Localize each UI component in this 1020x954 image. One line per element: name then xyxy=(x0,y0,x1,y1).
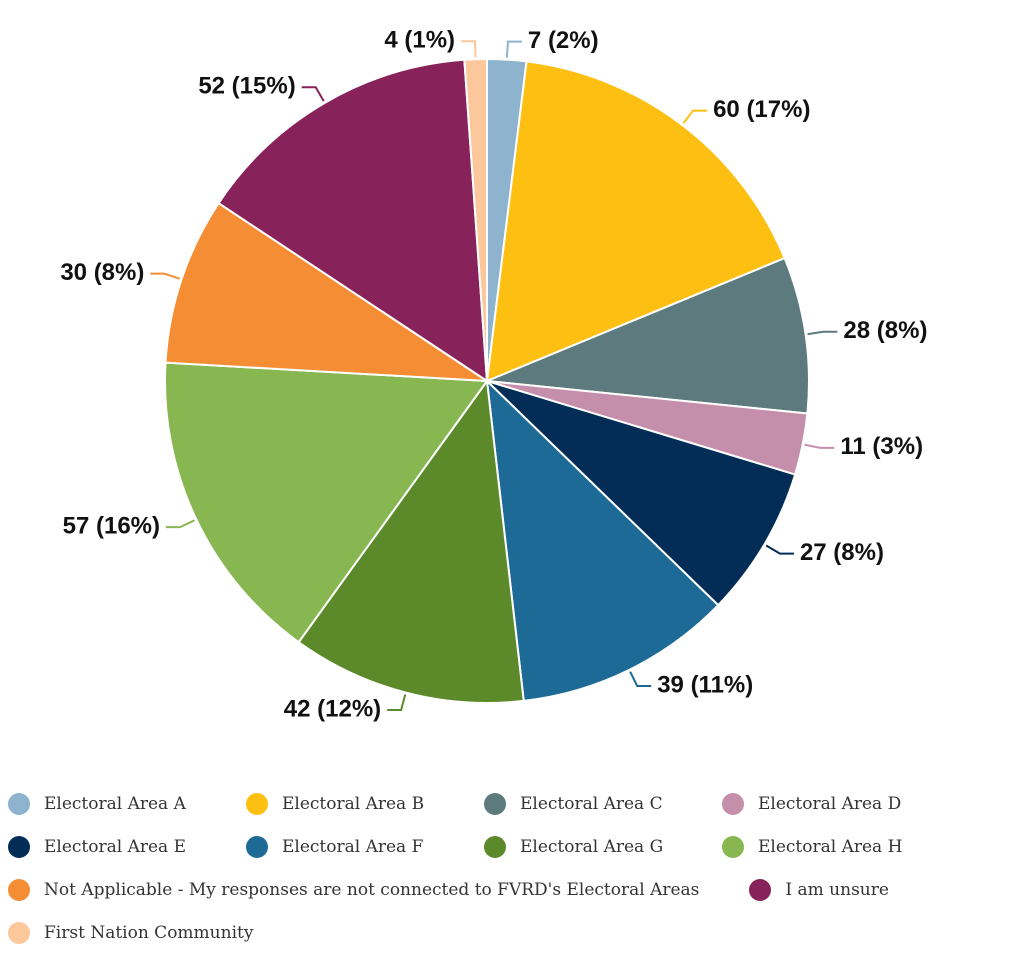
legend-label: Electoral Area A xyxy=(44,793,186,814)
data-label: 60 (17%) xyxy=(713,96,810,123)
pie-slice xyxy=(164,361,489,644)
legend-label: Electoral Area C xyxy=(520,793,663,814)
legend-label: I am unsure xyxy=(785,879,889,900)
legend-item[interactable]: Electoral Area F xyxy=(246,825,484,868)
leader-line xyxy=(765,544,794,555)
legend: Electoral Area A Electoral Area B Electora… xyxy=(8,782,1018,954)
legend-label: Electoral Area H xyxy=(758,836,903,857)
legend-label: Electoral Area E xyxy=(44,836,187,857)
leader-line xyxy=(301,86,325,102)
leader-line xyxy=(505,40,522,58)
legend-label: First Nation Community xyxy=(44,922,254,943)
leader-line xyxy=(166,519,195,529)
legend-label: Electoral Area B xyxy=(282,793,425,814)
pie-slice xyxy=(164,201,491,383)
legend-label: Electoral Area F xyxy=(282,836,424,857)
legend-item[interactable]: Electoral Area G xyxy=(484,825,722,868)
leader-line xyxy=(461,40,477,58)
legend-item[interactable]: I am unsure xyxy=(749,868,987,911)
pie-slice xyxy=(297,378,525,704)
legend-swatch xyxy=(722,792,744,815)
legend-swatch xyxy=(246,792,268,815)
legend-swatch xyxy=(8,921,30,944)
legend-item[interactable]: Electoral Area E xyxy=(8,825,246,868)
pie-slice xyxy=(485,60,786,383)
legend-label: Not Applicable - My responses are not co… xyxy=(44,879,700,900)
legend-swatch xyxy=(246,835,268,858)
data-label: 39 (11%) xyxy=(657,671,753,698)
legend-item[interactable]: Electoral Area D xyxy=(722,782,960,825)
leader-line xyxy=(387,694,407,711)
leader-line xyxy=(150,272,180,280)
legend-item[interactable]: Electoral Area B xyxy=(246,782,484,825)
pie-slice xyxy=(486,256,810,415)
pie-slice xyxy=(217,58,489,383)
pie-slice xyxy=(485,378,720,703)
pie-slice xyxy=(486,380,797,607)
legend-label: Electoral Area G xyxy=(520,836,664,857)
pie-slice xyxy=(463,57,488,382)
data-label: 42 (12%) xyxy=(284,695,381,722)
legend-item[interactable]: Not Applicable - My responses are not co… xyxy=(8,868,749,911)
leader-line xyxy=(682,109,708,124)
legend-swatch xyxy=(8,835,30,858)
legend-swatch xyxy=(484,792,506,815)
data-label: 52 (15%) xyxy=(198,73,295,100)
leader-line xyxy=(629,671,652,688)
data-label: 11 (3%) xyxy=(840,433,923,460)
legend-swatch xyxy=(8,878,30,901)
chart: 7 (2%) 60 (17%) 28 (8%) 11 (3%) 27 (8%) 39 (1… xyxy=(60,27,927,723)
legend-swatch xyxy=(722,835,744,858)
legend-item[interactable]: Electoral Area A xyxy=(8,782,246,825)
legend-swatch xyxy=(484,835,506,858)
data-label: 57 (16%) xyxy=(63,513,160,540)
data-label: 30 (8%) xyxy=(60,259,144,286)
legend-item[interactable]: Electoral Area H xyxy=(722,825,960,868)
leader-line xyxy=(807,330,838,336)
legend-item[interactable]: First Nation Community xyxy=(8,911,303,954)
legend-label: Electoral Area D xyxy=(758,793,902,814)
data-label: 7 (2%) xyxy=(528,27,599,54)
data-label: 4 (1%) xyxy=(384,27,455,54)
data-label: 28 (8%) xyxy=(843,317,927,344)
legend-item[interactable]: Electoral Area C xyxy=(484,782,722,825)
leader-line xyxy=(804,443,835,449)
data-label: 27 (8%) xyxy=(800,539,884,566)
legend-swatch xyxy=(749,878,772,901)
legend-swatch xyxy=(8,792,30,815)
